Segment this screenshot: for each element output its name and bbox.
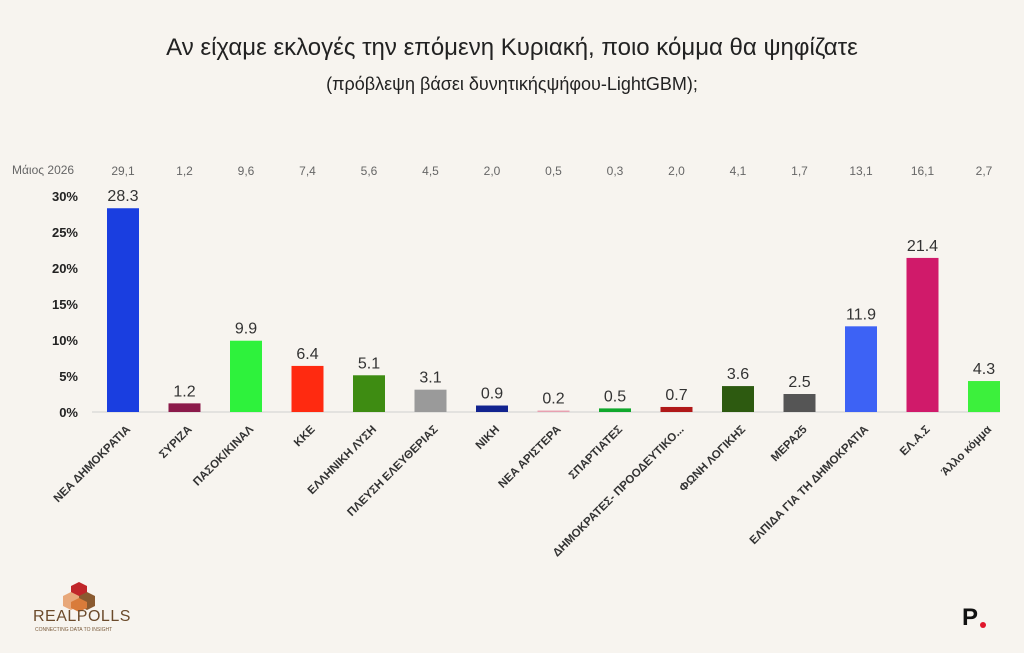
bar-12 xyxy=(783,394,816,412)
data-label: 0.2 xyxy=(542,391,564,408)
previous-value: 0,3 xyxy=(607,164,624,178)
bar-4 xyxy=(291,365,324,412)
previous-value: 1,7 xyxy=(791,164,808,178)
data-label: 0.7 xyxy=(665,387,687,404)
data-label: 3.1 xyxy=(419,370,441,387)
y-tick-label: 15% xyxy=(52,297,78,312)
data-label: 11.9 xyxy=(846,306,876,323)
previous-value: 1,2 xyxy=(176,164,193,178)
previous-value: 2,7 xyxy=(976,164,993,178)
previous-value: 7,4 xyxy=(299,164,316,178)
p-logo-dot-icon xyxy=(980,622,986,628)
previous-poll-label: Μάιος 2026 xyxy=(12,163,75,177)
y-tick-label: 0% xyxy=(59,405,78,420)
previous-value: 4,1 xyxy=(730,164,747,178)
bar-6 xyxy=(414,389,447,412)
realpolls-tagline: CONNECTING DATA TO INSIGHT xyxy=(35,627,113,633)
chart-title: Αν είχαμε εκλογές την επόμενη Κυριακή, π… xyxy=(166,34,858,61)
category-label: ΚΚΕ xyxy=(292,423,318,449)
bar-9 xyxy=(599,408,631,412)
y-tick-label: 10% xyxy=(52,333,78,348)
data-label: 5.1 xyxy=(358,355,380,372)
previous-value: 2,0 xyxy=(668,164,685,178)
previous-value: 29,1 xyxy=(111,164,135,178)
category-label: ΔΗΜΟΚΡΑΤΕΣ- ΠΡΟΟΔΕΥΤΙΚΟ... xyxy=(551,424,687,560)
category-label: ΕΛ.Α.Σ xyxy=(898,424,933,459)
bar-5 xyxy=(353,375,385,412)
bar-8 xyxy=(537,410,570,412)
previous-value: 0,5 xyxy=(545,164,562,178)
chart-subtitle: (πρόβλεψη βάσει δυνητικήςψήφου-LightGBM)… xyxy=(326,74,698,94)
data-label: 0.5 xyxy=(604,388,626,405)
category-label: ΕΛΛΗΝΙΚΗ ΛΥΣΗ xyxy=(306,424,379,497)
category-label: ΣΠΑΡΤΙΑΤΕΣ xyxy=(567,424,625,482)
previous-value: 16,1 xyxy=(911,164,935,178)
data-label: 1.2 xyxy=(173,383,195,400)
previous-value: 2,0 xyxy=(484,164,501,178)
realpolls-wordmark: REALPOLLS xyxy=(33,608,131,625)
y-tick-label: 25% xyxy=(52,225,78,240)
y-tick-label: 20% xyxy=(52,261,78,276)
bar-11 xyxy=(722,386,754,412)
realpolls-logo-icon xyxy=(63,582,95,612)
category-label: ΜΕΡΑ25 xyxy=(769,423,810,464)
bar-3 xyxy=(230,340,262,412)
bar-15 xyxy=(968,381,1000,412)
y-tick-label: 5% xyxy=(59,369,78,384)
category-label: ΝΙΚΗ xyxy=(474,424,502,452)
p-logo: P xyxy=(962,604,979,631)
bar-14 xyxy=(906,257,939,412)
category-label: Άλλο κόμμα xyxy=(939,424,994,479)
y-tick-label: 30% xyxy=(52,189,78,204)
data-label: 6.4 xyxy=(296,346,318,363)
data-label: 0.9 xyxy=(481,386,503,403)
bar-7 xyxy=(476,405,508,412)
category-label: ΣΥΡΙΖΑ xyxy=(157,424,194,461)
data-label: 2.5 xyxy=(788,374,810,391)
bar-13 xyxy=(845,326,877,412)
previous-value: 5,6 xyxy=(361,164,378,178)
previous-value: 4,5 xyxy=(422,164,439,178)
category-label: ΕΛΠΙΔΑ ΓΙΑ ΤΗ ΔΗΜΟΚΡΑΤΙΑ xyxy=(748,424,871,547)
bar-2 xyxy=(168,403,201,412)
bar-1 xyxy=(107,208,139,412)
category-label: ΝΕΑ ΔΗΜΟΚΡΑΤΙΑ xyxy=(52,424,133,505)
category-label: ΝΕΑ ΑΡΙΣΤΕΡΑ xyxy=(496,424,563,491)
category-label: ΠΑΣΟΚ/ΚΙΝΑΛ xyxy=(191,423,256,488)
previous-value: 13,1 xyxy=(849,164,873,178)
previous-value: 9,6 xyxy=(238,164,255,178)
data-label: 3.6 xyxy=(727,366,749,383)
data-label: 4.3 xyxy=(973,361,995,378)
bar-10 xyxy=(660,406,693,412)
data-label: 9.9 xyxy=(235,321,257,338)
category-label: ΦΩΝΗ ΛΟΓΙΚΗΣ xyxy=(677,424,748,495)
data-label: 28.3 xyxy=(107,188,138,205)
data-label: 21.4 xyxy=(907,238,938,255)
